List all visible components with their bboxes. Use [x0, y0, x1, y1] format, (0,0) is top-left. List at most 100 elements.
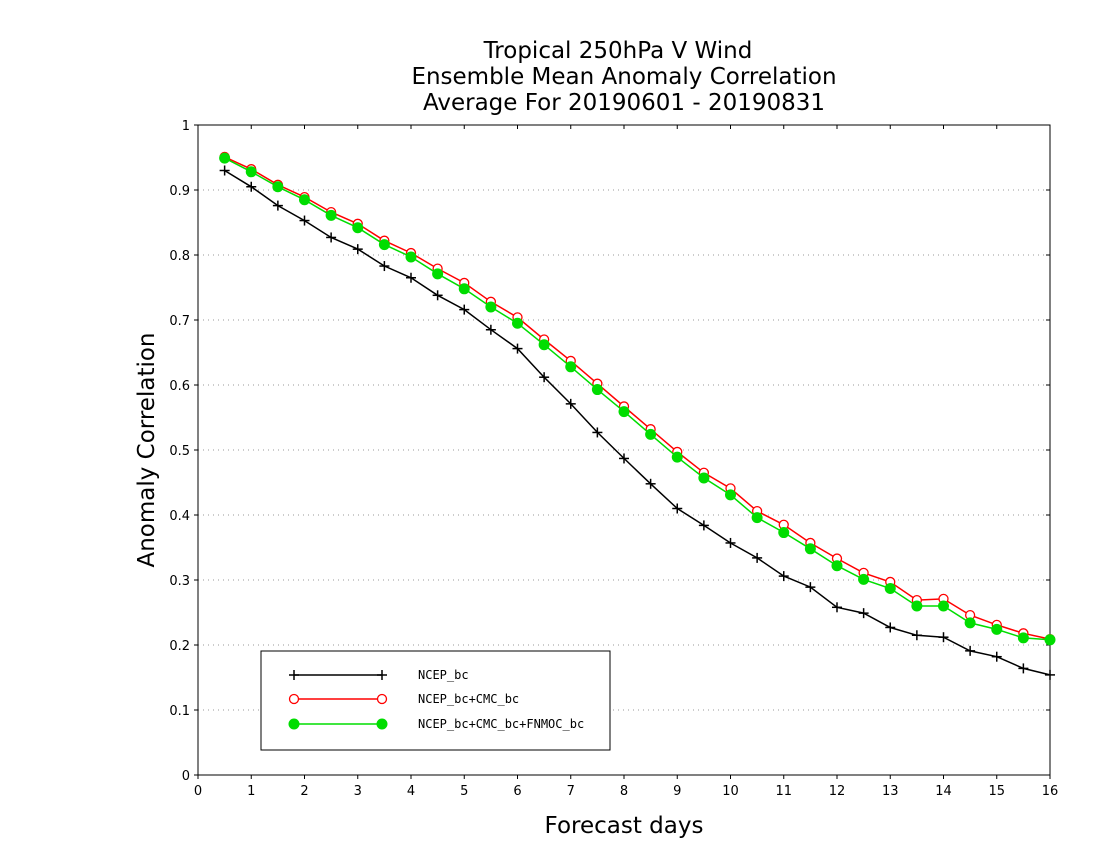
data-point	[778, 571, 789, 582]
data-point	[1017, 632, 1029, 644]
x-tick-label: 2	[300, 784, 308, 799]
x-tick-label: 4	[407, 784, 415, 799]
data-point	[1018, 663, 1029, 674]
title-line-3: Average For 20190601 - 20190831	[423, 90, 825, 116]
legend-marker	[288, 693, 300, 705]
data-point	[751, 512, 763, 524]
data-point	[565, 398, 576, 409]
x-tick-label: 13	[882, 784, 899, 799]
data-point	[938, 632, 949, 643]
x-tick-label: 12	[829, 784, 846, 799]
data-point	[858, 608, 869, 619]
x-tick-label: 3	[354, 784, 362, 799]
legend-marker	[288, 718, 300, 730]
data-point	[725, 489, 736, 501]
x-tick-label: 16	[1042, 784, 1059, 799]
data-point	[272, 181, 284, 193]
x-tick-label: 15	[988, 784, 1005, 799]
data-point	[405, 251, 417, 263]
data-point	[858, 573, 870, 585]
data-point	[352, 244, 363, 255]
gridlines	[198, 189, 1050, 711]
data-point	[485, 324, 496, 335]
series-line	[224, 156, 1051, 640]
data-point	[459, 304, 470, 315]
data-point	[592, 427, 603, 438]
series-line	[224, 157, 1051, 641]
y-tick-label: 0.4	[169, 509, 190, 524]
y-tick-label: 0	[182, 769, 190, 784]
data-point	[299, 194, 310, 206]
y-axis-label: Anomaly Correlation	[134, 332, 160, 567]
data-point	[272, 200, 283, 211]
y-tick-label: 0.8	[169, 249, 190, 264]
data-point	[832, 602, 842, 613]
x-tick-label: 11	[775, 784, 792, 799]
data-point	[911, 630, 922, 641]
x-tick-label: 6	[513, 784, 521, 799]
x-tick-label: 10	[722, 784, 739, 799]
x-tick-label: 7	[567, 784, 575, 799]
data-point	[804, 543, 816, 555]
data-point	[671, 451, 683, 463]
data-series	[219, 151, 1056, 680]
data-point	[645, 428, 657, 440]
data-point	[406, 272, 416, 283]
data-point	[538, 339, 550, 351]
data-point	[725, 537, 736, 548]
title-line-1: Tropical 250hPa V Wind	[483, 38, 753, 64]
title-line-2: Ensemble Mean Anomaly Correlation	[411, 64, 836, 90]
x-tick-label: 0	[194, 784, 202, 799]
data-point	[964, 617, 976, 629]
x-axis-label: Forecast days	[545, 813, 704, 839]
y-tick-label: 0.5	[169, 444, 190, 459]
data-point	[565, 361, 577, 373]
data-point	[885, 622, 896, 633]
y-tick-label: 1	[182, 119, 190, 134]
data-point	[698, 520, 709, 531]
data-point	[911, 600, 923, 612]
series-2	[219, 152, 1056, 646]
data-point	[432, 268, 444, 280]
data-point	[379, 261, 390, 272]
x-tick-label: 8	[620, 784, 628, 799]
legend-marker	[376, 718, 388, 730]
data-point	[539, 372, 550, 383]
data-point	[219, 152, 231, 164]
data-point	[884, 582, 896, 594]
series-line	[224, 169, 1051, 676]
data-point	[352, 222, 364, 234]
data-point	[512, 317, 523, 329]
y-tick-label: 0.7	[169, 314, 190, 329]
y-tick-label: 0.3	[169, 574, 190, 589]
data-point	[752, 552, 763, 563]
data-point	[458, 283, 470, 295]
data-point	[1044, 634, 1056, 646]
data-point	[831, 560, 843, 572]
legend-marker	[376, 693, 388, 705]
x-tick-label: 14	[935, 784, 952, 799]
data-point	[325, 209, 337, 221]
y-tick-label: 0.2	[169, 639, 190, 654]
legend-label: NCEP_bc+CMC_bc	[418, 692, 519, 706]
x-tick-label: 9	[673, 784, 681, 799]
data-point	[219, 165, 230, 176]
chart-title: Tropical 250hPa V Wind Ensemble Mean Ano…	[411, 38, 836, 116]
legend-marker	[289, 670, 299, 680]
data-point	[991, 651, 1002, 662]
data-point	[512, 343, 523, 354]
data-point	[299, 215, 310, 226]
y-tick-label: 0.9	[169, 184, 190, 199]
legend-item: NCEP_bc+CMC_bc+FNMOC_bc	[288, 717, 584, 731]
series-0	[219, 165, 1055, 680]
data-point	[246, 181, 257, 192]
x-tick-labels: 0 1 2 3 4 5 6 7 8 9 10 11 12 13 14 15 16	[194, 784, 1058, 799]
legend-box	[260, 650, 611, 751]
data-point	[618, 406, 630, 418]
x-tick-label: 1	[247, 784, 255, 799]
series-1	[219, 151, 1056, 645]
axis-ticks	[194, 124, 1051, 779]
data-point	[591, 384, 603, 396]
y-tick-label: 0.6	[169, 379, 190, 394]
